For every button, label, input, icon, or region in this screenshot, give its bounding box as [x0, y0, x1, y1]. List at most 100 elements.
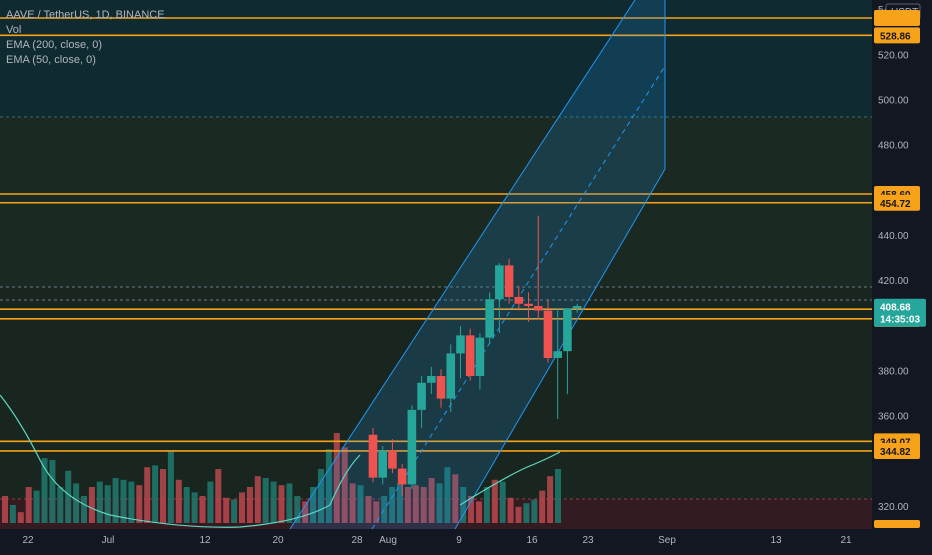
time-tick-label: 13 — [770, 535, 782, 546]
volume-bar — [167, 451, 174, 523]
time-tick-label: 22 — [22, 535, 34, 546]
volume-bar — [231, 499, 238, 523]
symbol-title[interactable]: AAVE / TetherUS, 1D, BINANCE — [6, 9, 165, 21]
volume-bar — [452, 474, 459, 523]
candle-body[interactable] — [417, 382, 426, 410]
volume-bar — [25, 487, 32, 523]
candle-body[interactable] — [543, 310, 553, 358]
indicator-vol[interactable]: Vol — [6, 24, 22, 36]
current-price-badge[interactable] — [874, 298, 926, 327]
price-level-badge[interactable] — [874, 520, 920, 528]
volume-bar — [381, 496, 388, 523]
time-tick-label: 16 — [526, 535, 538, 546]
volume-bar — [523, 503, 530, 523]
price-level-badge[interactable] — [874, 442, 920, 459]
time-tick-label: Jul — [102, 535, 115, 546]
volume-bar — [215, 469, 222, 523]
volume-bar — [262, 478, 269, 523]
price-tick-label: 360.00 — [878, 412, 909, 423]
candle-body[interactable] — [456, 335, 465, 354]
ema-50-line — [459, 451, 561, 506]
candle-body[interactable] — [446, 353, 456, 399]
volume-bar — [294, 496, 301, 523]
candle-body[interactable] — [514, 296, 524, 304]
volume-bar — [507, 497, 514, 523]
volume-bar — [239, 492, 245, 523]
candle-body[interactable] — [504, 265, 514, 297]
volume-bar — [397, 483, 403, 523]
volume-bar — [286, 483, 293, 523]
volume-bar — [112, 478, 119, 523]
candle-body[interactable] — [475, 337, 485, 377]
volume-bar — [389, 487, 396, 523]
price-tick-label: 500.00 — [878, 96, 909, 107]
candle-body[interactable] — [397, 468, 407, 485]
volume-bar — [476, 501, 482, 523]
volume-bar — [428, 478, 435, 523]
candle-body[interactable] — [407, 409, 417, 485]
candle-body[interactable] — [524, 303, 533, 307]
volume-bar — [515, 506, 522, 523]
volume-bar — [270, 481, 277, 523]
price-level-badge[interactable] — [874, 194, 920, 211]
current-price-text: 408.68 — [880, 303, 911, 314]
volume-bar — [144, 467, 151, 523]
price-tick-label: 320.00 — [878, 502, 909, 513]
volume-bar — [199, 496, 206, 523]
price-level-badge[interactable] — [874, 10, 920, 26]
volume-bar — [9, 505, 16, 523]
zone-top — [0, 0, 872, 117]
candle-body[interactable] — [533, 306, 543, 311]
volume-bar — [49, 460, 56, 523]
time-tick-label: 12 — [199, 535, 211, 546]
candle-body[interactable] — [378, 450, 388, 478]
candle-body[interactable] — [436, 376, 446, 399]
price-level-badge-text: 528.86 — [880, 31, 911, 42]
candle-body[interactable] — [572, 306, 582, 309]
candle-body[interactable] — [485, 299, 494, 338]
volume-bar — [73, 483, 80, 523]
candle-body[interactable] — [495, 265, 504, 300]
volume-bar — [246, 487, 253, 523]
volume-bar — [539, 490, 546, 523]
candle-body[interactable] — [563, 308, 572, 352]
price-axis-bg — [872, 0, 932, 550]
volume-bar — [341, 447, 348, 523]
volume-bar — [436, 483, 443, 523]
price-tick-label: 380.00 — [878, 367, 909, 378]
volume-bar — [223, 497, 230, 523]
time-tick-label: Aug — [379, 535, 397, 546]
volume-bar — [81, 496, 87, 523]
regression-channel-fill — [290, 0, 665, 529]
volume-bar — [254, 476, 261, 523]
volume-bar — [88, 487, 95, 523]
candle-body[interactable] — [427, 376, 436, 383]
volume-bar — [349, 483, 356, 523]
volume-bar — [136, 485, 143, 523]
indicator-ema-50[interactable]: EMA (50, close, 0) — [6, 54, 96, 66]
candle-body[interactable] — [388, 450, 397, 469]
volume-bar — [41, 458, 48, 523]
channel-lower-line[interactable] — [454, 168, 666, 530]
time-tick-label: 9 — [456, 535, 462, 546]
volume-bar — [57, 487, 64, 523]
volume-bar — [444, 467, 451, 523]
volume-bar — [491, 479, 498, 523]
indicator-ema-200[interactable]: EMA (200, close, 0) — [6, 39, 102, 51]
candle-body[interactable] — [465, 335, 475, 377]
candle-body[interactable] — [368, 434, 378, 478]
countdown-text: 14:35:03 — [880, 315, 920, 326]
volume-bar — [17, 512, 24, 523]
volume-bar — [483, 487, 490, 523]
channel-upper-line[interactable] — [289, 0, 636, 530]
volume-bar — [357, 485, 364, 523]
volume-bar — [65, 470, 72, 523]
candle-body[interactable] — [553, 351, 562, 358]
price-level-badge[interactable] — [874, 27, 920, 44]
time-tick-label: Sep — [658, 535, 676, 546]
volume-bar — [404, 487, 411, 523]
volume-bar — [555, 469, 561, 523]
volume-bar — [318, 469, 324, 523]
